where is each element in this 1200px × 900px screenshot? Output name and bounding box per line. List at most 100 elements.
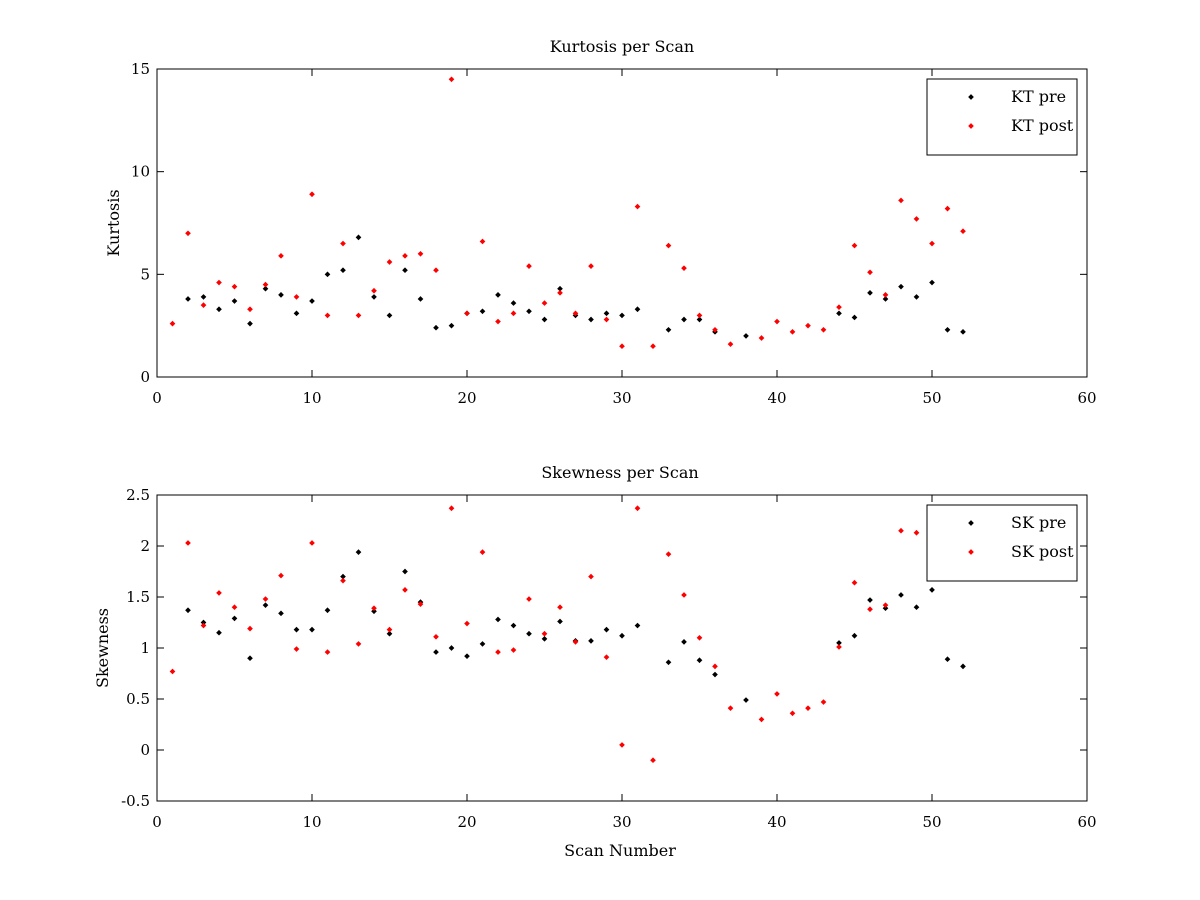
- sk-pre-point: [324, 607, 331, 614]
- kt-post-point: [262, 281, 269, 288]
- kt-post-point: [882, 292, 889, 298]
- sk-pre-point: [402, 568, 408, 575]
- kt-pre-point: [371, 294, 377, 300]
- kt-post-point: [696, 312, 703, 319]
- kt-post-point: [541, 300, 548, 306]
- ax1-legend-box: [926, 504, 1078, 582]
- kt-post-point: [681, 265, 687, 272]
- sk-pre-point: [665, 659, 672, 666]
- sk-pre-point: [851, 632, 858, 639]
- sk-pre-point: [681, 639, 687, 645]
- kt-post-point: [278, 253, 284, 259]
- kt-pre-point: [882, 296, 889, 302]
- sk-pre-point: [526, 630, 532, 637]
- skewness-subplot: Skewness per Scan Skewness Scan Number 0…: [93, 463, 1097, 860]
- sk-pre-point: [433, 649, 439, 655]
- kt-post-legend-label: KT post: [1011, 116, 1074, 135]
- sk-post-point: [448, 505, 455, 512]
- sk-post-point: [185, 540, 191, 546]
- kt-pre-point: [588, 316, 594, 323]
- sk-pre-legend-label: SK pre: [1011, 513, 1066, 532]
- sk-post-point: [386, 626, 393, 633]
- sk-pre-point: [510, 622, 517, 629]
- kt-pre-point: [340, 267, 346, 274]
- kt-post-point: [836, 304, 842, 311]
- kt-pre-point: [944, 326, 951, 333]
- kt-post-point: [650, 343, 656, 350]
- sk-pre-point: [340, 573, 346, 580]
- kt-pre-point: [324, 271, 331, 278]
- sk-pre-point: [960, 663, 966, 670]
- kt-pre-point: [851, 314, 858, 321]
- ax0-x-tick-label: 0: [152, 389, 162, 407]
- sk-pre-point: [603, 626, 610, 633]
- kt-post-point: [572, 310, 579, 317]
- sk-post-point: [681, 592, 687, 598]
- sk-pre-point: [371, 608, 377, 615]
- kt-pre-point: [526, 308, 532, 315]
- sk-post-point: [913, 529, 920, 536]
- kt-post-point: [371, 287, 377, 294]
- ax0-x-tick-label: 40: [767, 389, 786, 407]
- ax0-x-tick-label: 50: [922, 389, 941, 407]
- sk-pre-legend-marker: [968, 520, 974, 526]
- sk-pre-point: [448, 645, 455, 651]
- kt-post-point: [417, 250, 424, 257]
- ax0-y-tick-label: 5: [140, 265, 150, 283]
- skewness-legend: SK pre SK post: [926, 504, 1078, 582]
- sk-pre-point: [355, 549, 362, 555]
- sk-post-point: [603, 654, 610, 661]
- sk-pre-point: [262, 602, 269, 608]
- kurtosis-points: [169, 76, 966, 350]
- kt-post-point: [867, 269, 873, 276]
- sk-pre-point: [944, 656, 951, 663]
- kt-post-point: [448, 76, 455, 83]
- sk-pre-point: [185, 607, 191, 614]
- sk-post-point: [417, 601, 424, 607]
- kt-post-point: [216, 279, 222, 286]
- ax1-y-tick-label: 0.5: [126, 690, 150, 708]
- sk-post-point: [758, 716, 765, 723]
- kt-post-point: [960, 228, 966, 235]
- sk-post-point: [867, 606, 873, 613]
- ax0-y-tick-label: 0: [140, 368, 150, 386]
- kt-post-point: [200, 302, 207, 308]
- kt-pre-point: [898, 283, 904, 290]
- skewness-y-axis-label: Skewness: [93, 608, 112, 688]
- sk-post-point: [805, 705, 811, 712]
- ax1-x-tick-label: 20: [457, 813, 476, 831]
- kt-pre-point: [479, 308, 486, 315]
- sk-post-point: [572, 639, 579, 645]
- sk-pre-point: [247, 655, 253, 662]
- sk-post-legend-marker: [968, 549, 974, 555]
- ax1-y-tick-label: 2.5: [126, 486, 150, 504]
- sk-post-point: [665, 551, 672, 557]
- sk-pre-point: [309, 626, 315, 633]
- kt-post-point: [355, 312, 362, 319]
- ax0-x-tick-label: 10: [302, 389, 321, 407]
- kt-post-point: [495, 318, 501, 325]
- sk-pre-point: [913, 604, 920, 611]
- sk-post-point: [200, 622, 207, 629]
- sk-post-point: [836, 644, 842, 650]
- kt-pre-point: [634, 306, 641, 313]
- sk-pre-point: [882, 605, 889, 612]
- ax1-y-tick-label: 1.5: [126, 588, 150, 606]
- ax0-x-tick-label: 20: [457, 389, 476, 407]
- sk-pre-point: [200, 619, 207, 626]
- kt-post-point: [169, 320, 176, 327]
- kt-post-point: [247, 306, 253, 313]
- sk-post-point: [433, 633, 439, 640]
- kt-post-point: [898, 197, 904, 204]
- sk-pre-point: [495, 616, 501, 623]
- sk-post-point: [510, 647, 517, 653]
- kt-pre-point: [913, 294, 920, 300]
- kt-post-point: [851, 242, 858, 249]
- ax1-y-tick-label: 1: [140, 639, 150, 657]
- kt-post-point: [557, 289, 563, 296]
- kt-pre-point: [696, 316, 703, 323]
- sk-post-point: [231, 604, 238, 611]
- kt-post-point: [340, 240, 346, 247]
- sk-pre-point: [743, 697, 749, 703]
- sk-post-point: [712, 663, 718, 670]
